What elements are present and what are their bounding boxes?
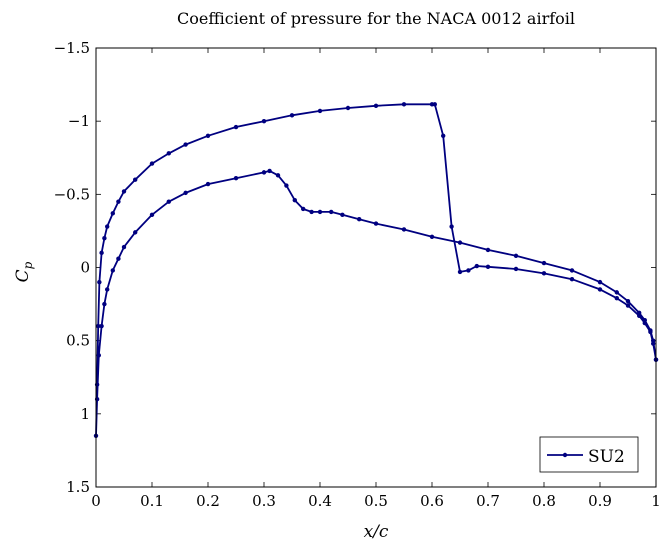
- data-point: [261, 118, 267, 124]
- y-tick-label: −1: [68, 112, 90, 130]
- data-point: [97, 279, 102, 285]
- data-point: [121, 189, 127, 194]
- data-point: [205, 133, 211, 138]
- y-axis-label: Cp: [13, 261, 35, 282]
- x-tick-label: 0.7: [476, 492, 500, 510]
- data-point: [292, 197, 297, 203]
- data-point: [373, 221, 379, 226]
- data-point: [373, 103, 379, 109]
- x-tick-label: 0.9: [588, 492, 612, 510]
- data-point: [569, 268, 575, 273]
- data-point: [166, 151, 171, 156]
- data-point: [614, 296, 619, 301]
- data-point: [301, 206, 306, 212]
- data-point: [105, 287, 110, 292]
- data-point: [289, 113, 295, 118]
- y-tick-label: −0.5: [54, 185, 90, 203]
- data-point: [309, 209, 314, 215]
- data-point: [267, 168, 272, 174]
- data-point: [401, 102, 407, 107]
- y-tick-label: 1: [80, 405, 90, 423]
- data-point: [105, 224, 110, 229]
- data-point: [485, 247, 491, 253]
- data-point: [474, 263, 479, 269]
- data-point: [233, 176, 239, 181]
- data-point: [485, 264, 491, 269]
- series-line-su2: [95, 103, 657, 437]
- legend-label-su2: SU2: [588, 447, 625, 467]
- data-point: [597, 287, 603, 292]
- y-tick-label: 0: [80, 259, 90, 277]
- data-point: [99, 323, 104, 329]
- data-point: [102, 236, 107, 241]
- data-point: [457, 240, 463, 245]
- data-point: [357, 217, 362, 222]
- data-point: [110, 268, 116, 273]
- x-tick-label: 0: [91, 492, 101, 510]
- legend-marker: [562, 452, 568, 458]
- data-point: [149, 212, 155, 218]
- data-point: [513, 266, 519, 272]
- data-point: [183, 190, 188, 196]
- data-point: [340, 212, 345, 218]
- data-point: [614, 290, 619, 295]
- data-point: [513, 253, 519, 258]
- x-tick-label: 0.1: [140, 492, 164, 510]
- data-point: [102, 301, 107, 307]
- data-point: [121, 244, 127, 250]
- y-tick-label: −1.5: [54, 39, 90, 57]
- data-point: [401, 227, 407, 232]
- x-tick-label: 0.5: [364, 492, 388, 510]
- data-point: [116, 256, 121, 261]
- data-point: [541, 260, 547, 266]
- data-point: [133, 177, 138, 182]
- data-point: [166, 199, 171, 204]
- data-point: [110, 211, 116, 216]
- data-point: [569, 277, 575, 282]
- data-point: [466, 268, 471, 273]
- x-tick-label: 0.8: [532, 492, 556, 510]
- data-point: [625, 303, 631, 308]
- data-point: [441, 133, 446, 138]
- data-point: [317, 108, 323, 114]
- data-point: [183, 142, 188, 147]
- data-point: [651, 341, 656, 346]
- data-point: [149, 161, 155, 166]
- plot-frame: [95, 47, 657, 488]
- data-point: [261, 170, 267, 175]
- data-point: [457, 269, 463, 275]
- data-point: [99, 250, 104, 256]
- data-point: [429, 234, 435, 239]
- chart-title: Coefficient of pressure for the NACA 001…: [177, 9, 575, 28]
- legend: SU2: [539, 436, 639, 473]
- x-tick-label: 0.6: [420, 492, 444, 510]
- data-point: [345, 105, 351, 111]
- data-point: [329, 209, 334, 215]
- data-point: [284, 183, 289, 188]
- data-point: [275, 173, 281, 178]
- data-point: [233, 124, 239, 130]
- y-tick-label: 0.5: [66, 332, 90, 350]
- data-point: [133, 230, 138, 235]
- data-point: [541, 271, 547, 276]
- x-axis-label: x/c: [364, 522, 389, 542]
- x-tick-label: 0.3: [252, 492, 276, 510]
- data-point: [96, 323, 101, 329]
- data-point: [432, 102, 437, 107]
- x-tick-label: 0.2: [196, 492, 220, 510]
- data-point: [116, 199, 121, 204]
- data-point: [642, 320, 647, 326]
- data-point: [449, 224, 454, 229]
- data-point: [648, 329, 653, 335]
- data-point: [317, 209, 323, 215]
- data-point: [96, 353, 102, 358]
- y-tick-label: 1.5: [66, 478, 90, 496]
- x-tick-label: 1: [651, 492, 661, 510]
- data-point: [625, 298, 631, 304]
- data-point: [597, 279, 603, 285]
- data-point: [637, 313, 642, 318]
- data-point: [205, 181, 211, 187]
- x-tick-label: 0.4: [308, 492, 332, 510]
